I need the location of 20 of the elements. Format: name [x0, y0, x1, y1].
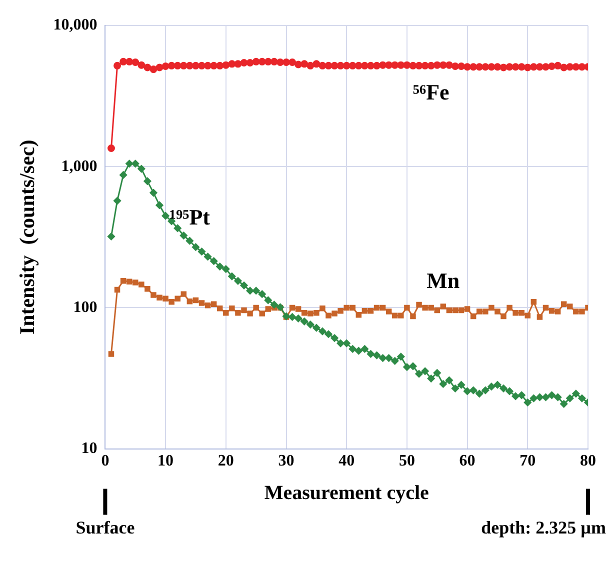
x-tick-label: 80: [580, 452, 596, 470]
y-tick-label: 10,000: [53, 16, 98, 34]
x-tick-label: 0: [101, 452, 110, 470]
series-label: Mn: [426, 268, 460, 294]
x-tick-label: 10: [158, 452, 174, 470]
x-tick-label: 20: [218, 452, 234, 470]
x-tick-label: 30: [278, 452, 294, 470]
text: Surface: [76, 517, 135, 538]
y-tick-label: 1,000: [61, 158, 98, 175]
y-tick-label: 100: [73, 298, 98, 316]
x-tick-label: 40: [338, 452, 355, 470]
x-tick-label: 70: [520, 452, 536, 470]
text: depth: 2.325 µm: [481, 517, 606, 538]
x-axis-title: Measurement cycle: [264, 482, 429, 504]
y-tick-label: 10: [81, 440, 98, 457]
series-label: ⁵⁶Fe: [412, 79, 450, 104]
x-tick-label: 50: [398, 452, 415, 470]
series-label: ¹⁹⁵Pt: [169, 204, 211, 230]
y-axis-title: Intensity (counts/sec): [15, 140, 40, 335]
x-tick-label: 60: [459, 452, 476, 470]
